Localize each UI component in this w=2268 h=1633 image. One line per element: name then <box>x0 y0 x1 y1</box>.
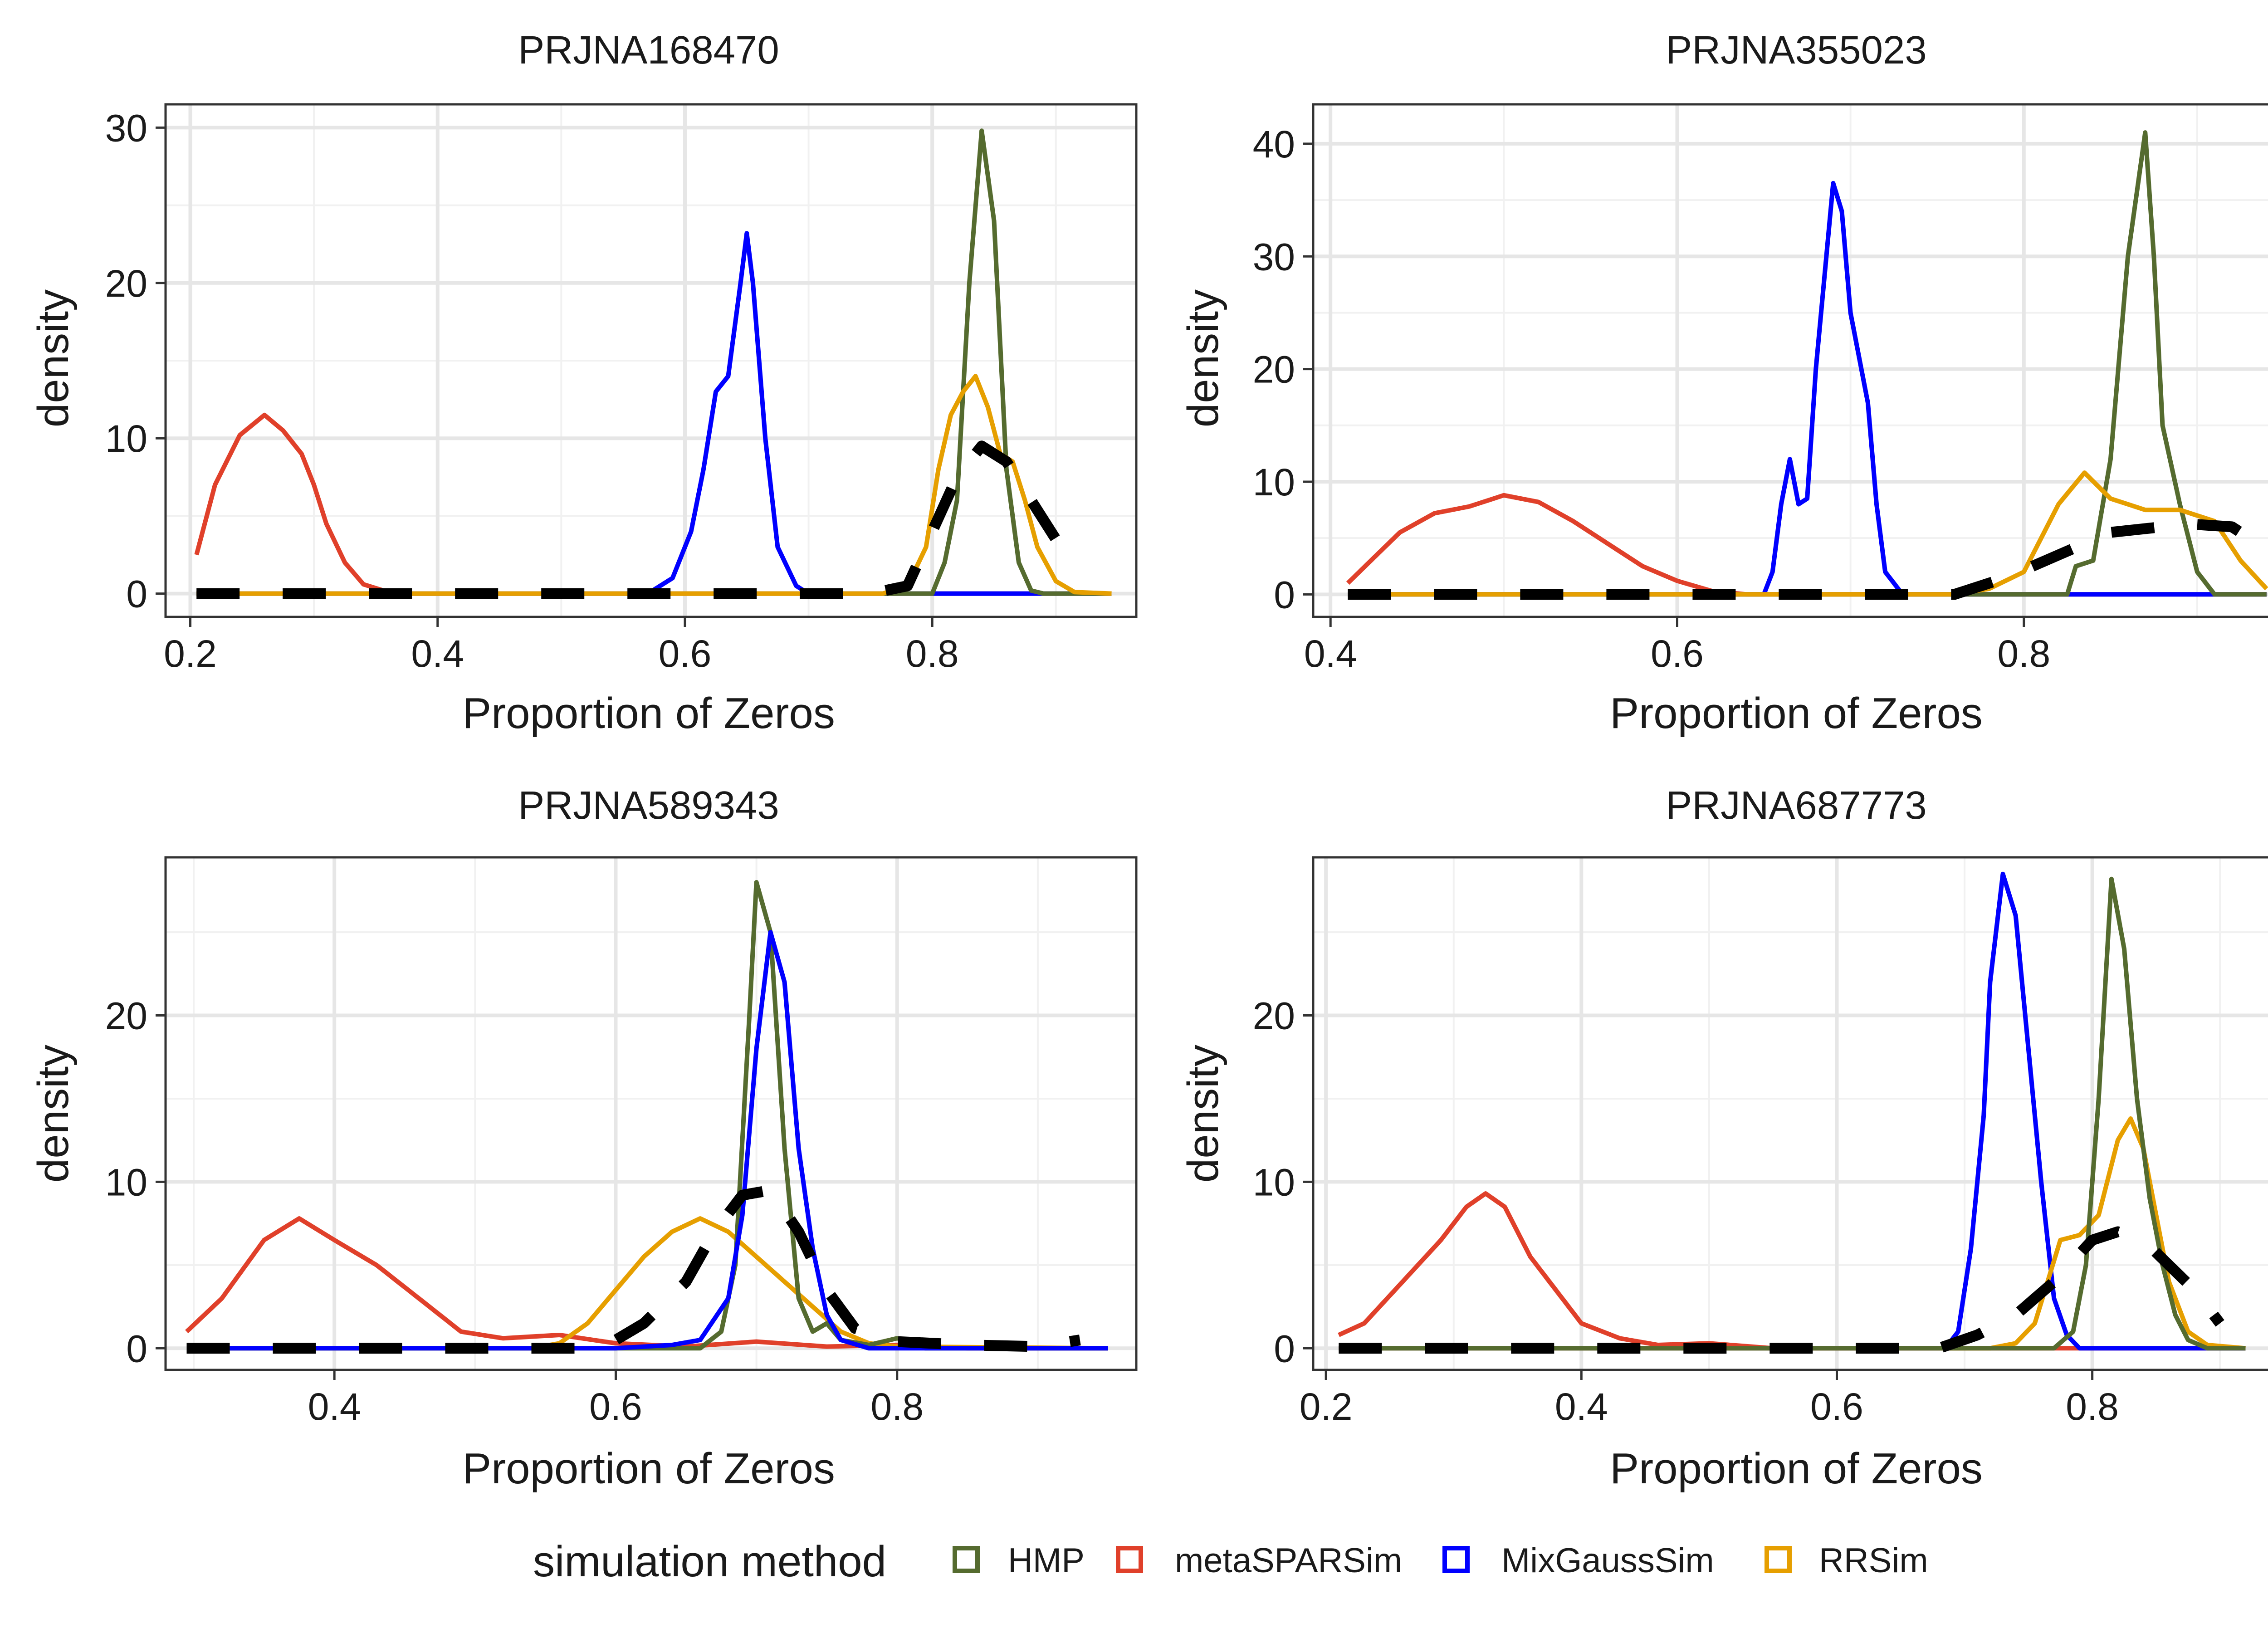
series-line-mixgausssim <box>186 930 1108 1351</box>
series-line-reference <box>196 440 1085 599</box>
panel-2: PRJNA355023 0.4 0.6 0.8 0 10 20 30 40 Proportio… <box>1179 28 2268 738</box>
y-tick-label: 10 <box>105 417 147 460</box>
plot-area <box>1313 104 2268 617</box>
y-tick-label: 0 <box>1274 573 1295 616</box>
series-line-rrsim <box>1339 1116 2246 1351</box>
y-tick-label: 10 <box>1253 1161 1295 1203</box>
panel-3-title: PRJNA589343 <box>518 783 779 827</box>
legend-key-mixgausssim <box>1442 1546 1470 1573</box>
series-group <box>185 880 1109 1354</box>
panel-4: PRJNA687773 0.2 0.4 0.6 0.8 0 10 20 Proportion… <box>1179 783 2268 1493</box>
series-line-reference <box>1339 1226 2224 1354</box>
y-tick-label: 20 <box>105 995 147 1037</box>
panel-2-title: PRJNA355023 <box>1666 28 1927 72</box>
legend-label-rrsim: RRSim <box>1819 1541 1928 1580</box>
panel-4-title: PRJNA687773 <box>1666 783 1927 827</box>
panel-2-ylabel: density <box>1179 289 1227 427</box>
x-tick-label: 0.8 <box>2066 1385 2119 1428</box>
series-line-hmp <box>196 128 1112 596</box>
series-line-reference <box>1348 519 2268 600</box>
panel-3: PRJNA589343 0.4 0.6 0.8 0 10 20 Proportion of… <box>29 783 1138 1493</box>
x-tick-label: 0.8 <box>870 1385 924 1428</box>
panel-3-xlabel: Proportion of Zeros <box>462 1444 835 1493</box>
series-line-rrsim <box>186 1216 1109 1351</box>
y-tick-label: 0 <box>126 1327 147 1370</box>
y-tick-label: 10 <box>105 1161 147 1203</box>
y-tick-label: 20 <box>105 262 147 305</box>
panel-1-title: PRJNA168470 <box>518 28 779 72</box>
y-tick-label: 0 <box>1274 1327 1295 1370</box>
legend-key-rrsim <box>1765 1546 1792 1573</box>
series-group <box>1338 871 2246 1354</box>
x-tick-label: 0.4 <box>411 632 464 675</box>
x-tick-label: 0.2 <box>1300 1385 1353 1428</box>
series-line-rrsim <box>196 374 1112 596</box>
legend-label-mixgausssim: MixGaussSim <box>1501 1541 1714 1580</box>
legend-key-metasparsim <box>1116 1546 1143 1573</box>
series-line-mixgausssim <box>196 231 1112 596</box>
x-tick-label: 0.6 <box>1651 632 1704 675</box>
legend-key-hmp <box>953 1546 980 1573</box>
legend-label-hmp: HMP <box>1008 1541 1085 1580</box>
panel-4-ylabel: density <box>1179 1045 1227 1183</box>
series-line-hmp <box>1339 876 2246 1351</box>
plot-area <box>166 857 1136 1370</box>
panel-2-xlabel: Proportion of Zeros <box>1610 689 1983 738</box>
legend: simulation method HMP metaSPARSim MixGau… <box>533 1537 1928 1586</box>
y-tick-label: 20 <box>1253 348 1295 391</box>
x-tick-label: 0.6 <box>589 1385 642 1428</box>
x-tick-label: 0.4 <box>1304 632 1357 675</box>
x-tick-label: 0.4 <box>1555 1385 1608 1428</box>
panel-border <box>164 103 1138 618</box>
y-tick-label: 10 <box>1253 461 1295 504</box>
x-tick-label: 0.4 <box>308 1385 361 1428</box>
panel-border <box>164 856 1138 1371</box>
series-line-reference <box>186 1184 1081 1354</box>
series-line-mixgausssim <box>1348 181 2267 597</box>
x-tick-label: 0.8 <box>1997 632 2050 675</box>
y-tick-label: 0 <box>126 573 147 616</box>
plot-area <box>1313 857 2268 1370</box>
panel-3-ylabel: density <box>29 1045 78 1183</box>
series-line-hmp <box>1348 130 2267 597</box>
y-tick-label: 40 <box>1253 123 1295 166</box>
legend-label-metasparsim: metaSPARSim <box>1175 1541 1402 1580</box>
series-group <box>194 128 1112 599</box>
x-tick-label: 0.8 <box>906 632 959 675</box>
panel-4-xlabel: Proportion of Zeros <box>1610 1444 1983 1493</box>
x-tick-label: 0.6 <box>659 632 712 675</box>
series-line-mixgausssim <box>1339 871 2246 1351</box>
series-group <box>1346 130 2268 600</box>
panel-border <box>1312 103 2268 618</box>
panel-1-xlabel: Proportion of Zeros <box>462 689 835 738</box>
panel-border <box>1312 856 2268 1371</box>
panel-1: PRJNA168470 0.2 0.4 0.6 0.8 0 10 20 30 Proporti… <box>29 28 1138 738</box>
y-tick-label: 30 <box>1253 235 1295 278</box>
y-tick-label: 30 <box>105 107 147 149</box>
legend-title: simulation method <box>533 1537 886 1586</box>
y-tick-label: 20 <box>1253 995 1295 1037</box>
series-line-metasparsim <box>185 1216 1108 1351</box>
x-tick-label: 0.6 <box>1810 1385 1863 1428</box>
panel-1-ylabel: density <box>29 289 78 427</box>
x-tick-label: 0.2 <box>164 632 217 675</box>
